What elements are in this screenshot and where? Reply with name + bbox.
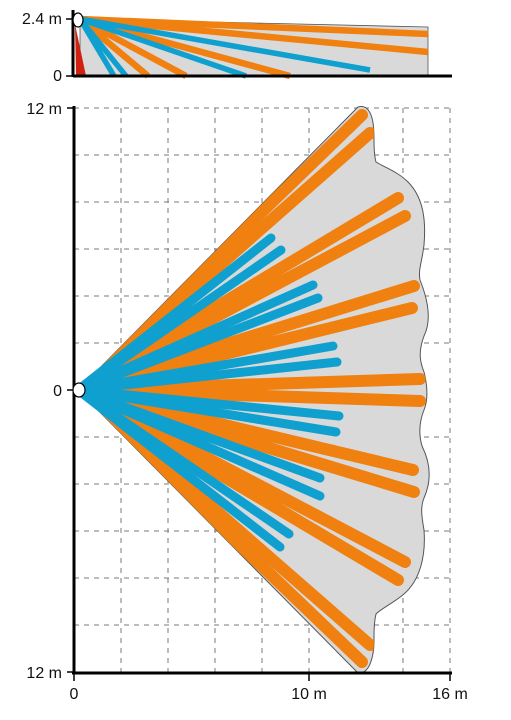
top-view: 12 m 0 12 m 0 10 m 16 m xyxy=(26,101,467,703)
detector-icon-side xyxy=(72,12,84,28)
x-10m-label: 10 m xyxy=(291,686,327,703)
creep-zone-wedge xyxy=(75,24,86,76)
top-12m-label: 12 m xyxy=(26,101,62,118)
top-center-label: 0 xyxy=(53,383,62,400)
x-origin-label: 0 xyxy=(70,686,79,703)
short-range-beams xyxy=(73,233,344,552)
side-blue-beams xyxy=(77,16,371,79)
height-label: 2.4 m xyxy=(22,11,62,28)
detector-icon-top xyxy=(72,382,86,398)
side-floor-label: 0 xyxy=(53,68,62,85)
side-view: 2.4 m 0 xyxy=(22,10,452,85)
x-16m-label: 16 m xyxy=(432,686,468,703)
top-bottom-12m-label: 12 m xyxy=(26,665,62,682)
